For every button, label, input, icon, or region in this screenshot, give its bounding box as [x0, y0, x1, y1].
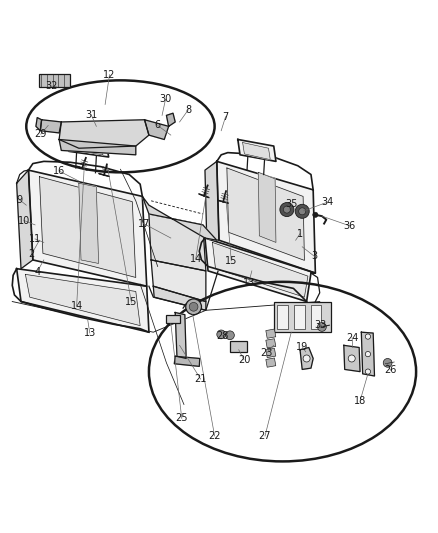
Circle shape — [303, 355, 310, 362]
Circle shape — [189, 302, 198, 311]
Text: 13: 13 — [243, 278, 255, 288]
Circle shape — [295, 204, 309, 219]
Text: 15: 15 — [225, 256, 237, 266]
Text: 19: 19 — [296, 342, 308, 352]
Circle shape — [365, 351, 371, 357]
Text: 16: 16 — [53, 166, 65, 176]
Text: 12: 12 — [103, 70, 116, 79]
Polygon shape — [59, 120, 149, 148]
Text: 30: 30 — [159, 94, 172, 104]
Polygon shape — [28, 170, 147, 286]
Polygon shape — [238, 140, 276, 161]
Polygon shape — [258, 172, 276, 243]
Bar — [311, 304, 321, 329]
Bar — [39, 74, 70, 87]
Text: 7: 7 — [223, 112, 229, 122]
Polygon shape — [66, 135, 109, 157]
Polygon shape — [145, 120, 169, 140]
Text: 28: 28 — [216, 330, 229, 341]
Polygon shape — [79, 183, 99, 263]
Bar — [277, 304, 288, 329]
Polygon shape — [166, 113, 175, 126]
Polygon shape — [59, 140, 136, 155]
Polygon shape — [17, 170, 33, 269]
Polygon shape — [361, 332, 374, 376]
Circle shape — [348, 355, 355, 362]
Text: 26: 26 — [385, 365, 397, 375]
Text: 18: 18 — [354, 396, 366, 406]
Bar — [274, 302, 331, 332]
Text: 31: 31 — [85, 109, 97, 119]
Text: 27: 27 — [259, 431, 271, 441]
Circle shape — [299, 208, 306, 215]
Text: 21: 21 — [194, 374, 207, 384]
Text: 36: 36 — [343, 221, 356, 231]
Polygon shape — [175, 312, 186, 359]
Polygon shape — [205, 238, 315, 302]
Bar — [266, 338, 276, 348]
Text: 33: 33 — [314, 320, 327, 330]
Polygon shape — [344, 345, 360, 372]
Bar — [266, 358, 276, 367]
Circle shape — [365, 369, 371, 374]
Polygon shape — [149, 214, 206, 271]
Circle shape — [313, 212, 318, 217]
Polygon shape — [39, 177, 136, 278]
Text: 35: 35 — [285, 199, 297, 209]
Text: 15: 15 — [125, 297, 138, 308]
Circle shape — [186, 299, 201, 314]
Circle shape — [318, 322, 326, 332]
Text: 10: 10 — [18, 215, 30, 225]
Polygon shape — [174, 356, 200, 366]
Bar — [230, 341, 247, 352]
Polygon shape — [227, 168, 304, 260]
Text: 22: 22 — [208, 431, 221, 441]
Text: 34: 34 — [321, 197, 334, 207]
Polygon shape — [40, 120, 61, 133]
Bar — [166, 314, 180, 324]
Polygon shape — [151, 260, 206, 302]
Circle shape — [365, 334, 371, 339]
Circle shape — [226, 331, 234, 340]
Polygon shape — [243, 142, 270, 159]
Text: 9: 9 — [17, 195, 23, 205]
Text: 32: 32 — [46, 81, 58, 91]
Text: 14: 14 — [190, 254, 202, 264]
Text: 6: 6 — [155, 120, 161, 131]
Circle shape — [217, 330, 226, 339]
Polygon shape — [153, 286, 206, 310]
Polygon shape — [300, 348, 313, 369]
Text: 2: 2 — [28, 249, 35, 259]
Text: 23: 23 — [260, 348, 272, 358]
Text: 17: 17 — [138, 219, 150, 229]
Text: 13: 13 — [84, 328, 96, 338]
Polygon shape — [142, 197, 217, 240]
Bar — [266, 329, 276, 338]
Text: 14: 14 — [71, 301, 83, 311]
Polygon shape — [17, 269, 149, 332]
Text: 24: 24 — [346, 333, 358, 343]
Circle shape — [280, 203, 294, 216]
Circle shape — [383, 359, 392, 367]
Polygon shape — [205, 161, 219, 240]
Text: 8: 8 — [185, 104, 191, 115]
Text: 4: 4 — [34, 266, 40, 277]
Text: 1: 1 — [297, 229, 303, 239]
Polygon shape — [36, 118, 42, 131]
Text: 3: 3 — [311, 252, 318, 261]
Polygon shape — [25, 274, 140, 326]
Polygon shape — [71, 138, 103, 155]
Bar — [294, 304, 305, 329]
Text: 20: 20 — [238, 355, 250, 365]
Text: 25: 25 — [176, 414, 188, 424]
Polygon shape — [212, 243, 308, 297]
Polygon shape — [217, 161, 315, 273]
Bar — [266, 349, 276, 358]
Text: 11: 11 — [29, 234, 41, 244]
Text: 29: 29 — [35, 129, 47, 139]
Circle shape — [283, 206, 290, 213]
